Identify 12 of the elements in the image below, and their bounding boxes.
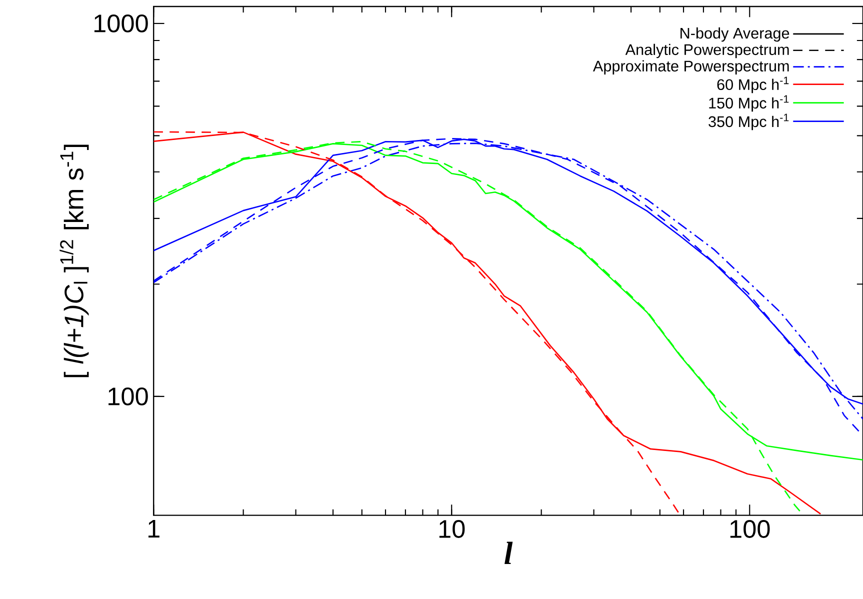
x-tick-label: 1	[148, 520, 160, 538]
y-axis-title: [ l(l+1)C$_{l}$ ]$^{1/2}$ [km s$^{-1}$]	[60, 144, 89, 378]
legend-label: Approximate Powerspectrum	[592, 60, 789, 75]
legend-label: 150 Mpc h$^{-1}$	[709, 95, 789, 112]
x-tick-label: 100	[730, 520, 770, 538]
y-tick-label: 1000	[94, 14, 148, 32]
legend-label: Analytic Powerspectrum	[625, 44, 789, 58]
legend-label: 350 Mpc h$^{-1}$	[708, 114, 789, 130]
x-axis-title: l	[504, 542, 513, 564]
legend-label: 60 Mpc h$^{-1}$	[717, 76, 789, 94]
legend-label: N-body Average	[680, 27, 790, 42]
x-tick-label: 10	[439, 520, 465, 538]
